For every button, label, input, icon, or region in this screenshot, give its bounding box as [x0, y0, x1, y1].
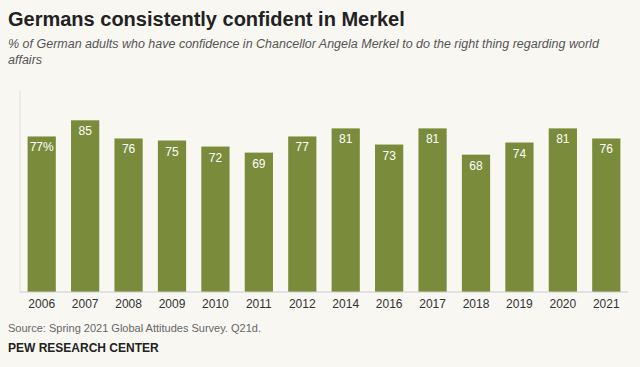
- x-tick-label: 2020: [550, 297, 577, 311]
- chart: Germans consistently confident in Merkel…: [0, 0, 640, 367]
- data-label: 81: [339, 132, 353, 146]
- bar: [375, 145, 403, 292]
- subtitle-line: affairs: [8, 53, 42, 67]
- bar: [505, 143, 533, 292]
- data-label: 76: [122, 142, 136, 156]
- bar: [418, 128, 446, 292]
- data-label: 68: [469, 159, 483, 173]
- subtitle-line: % of German adults who have confidence i…: [8, 37, 600, 51]
- x-tick-label: 2007: [72, 297, 99, 311]
- bar: [158, 141, 186, 293]
- y-range-line: [20, 90, 21, 292]
- x-tick-label: 2008: [115, 297, 142, 311]
- bar: [201, 147, 229, 292]
- data-label: 81: [556, 132, 570, 146]
- bars: [28, 120, 621, 292]
- x-tick-label: 2017: [419, 297, 446, 311]
- bar: [114, 138, 142, 292]
- x-tick-label: 2010: [202, 297, 229, 311]
- bar: [332, 128, 360, 292]
- subtitle: % of German adults who have confidence i…: [8, 37, 600, 67]
- title: Germans consistently confident in Merkel: [8, 8, 405, 30]
- x-tick-label: 2014: [332, 297, 359, 311]
- x-tick-label: 2006: [28, 297, 55, 311]
- x-tick-label: 2021: [593, 297, 620, 311]
- data-label: 69: [252, 157, 266, 171]
- bar: [549, 128, 577, 292]
- x-tick-label: 2018: [463, 297, 490, 311]
- bar: [28, 136, 56, 292]
- data-label: 75: [165, 145, 179, 159]
- data-label: 72: [209, 151, 223, 165]
- x-tick-label: 2009: [159, 297, 186, 311]
- x-tick-label: 2011: [246, 297, 272, 311]
- x-tick-label: 2016: [376, 297, 403, 311]
- x-tick-label: 2012: [289, 297, 316, 311]
- data-label: 77: [296, 140, 310, 154]
- x-ticks: 2006 2007 2008 2009 2010 2011 2012 2014 2016 2017…: [28, 297, 620, 311]
- bar: [288, 136, 316, 292]
- data-label: 81: [426, 132, 440, 146]
- x-axis-line: [20, 292, 628, 293]
- bar: [592, 138, 620, 292]
- data-label: 74: [513, 147, 527, 161]
- x-tick-label: 2019: [506, 297, 533, 311]
- bar: [245, 153, 273, 292]
- bar: [71, 120, 99, 292]
- source: Source: Spring 2021 Global Attitudes Sur…: [8, 322, 261, 334]
- bar: [462, 155, 490, 292]
- footer: PEW RESEARCH CENTER: [8, 341, 159, 355]
- data-label: 85: [78, 124, 92, 138]
- data-label: 73: [382, 149, 396, 163]
- background: [0, 0, 640, 367]
- data-label: 77%: [30, 140, 54, 154]
- data-label: 76: [600, 142, 614, 156]
- data-labels: 77% 85 76 75 72 69 77 81 73 81 68 74 81 76: [30, 124, 614, 172]
